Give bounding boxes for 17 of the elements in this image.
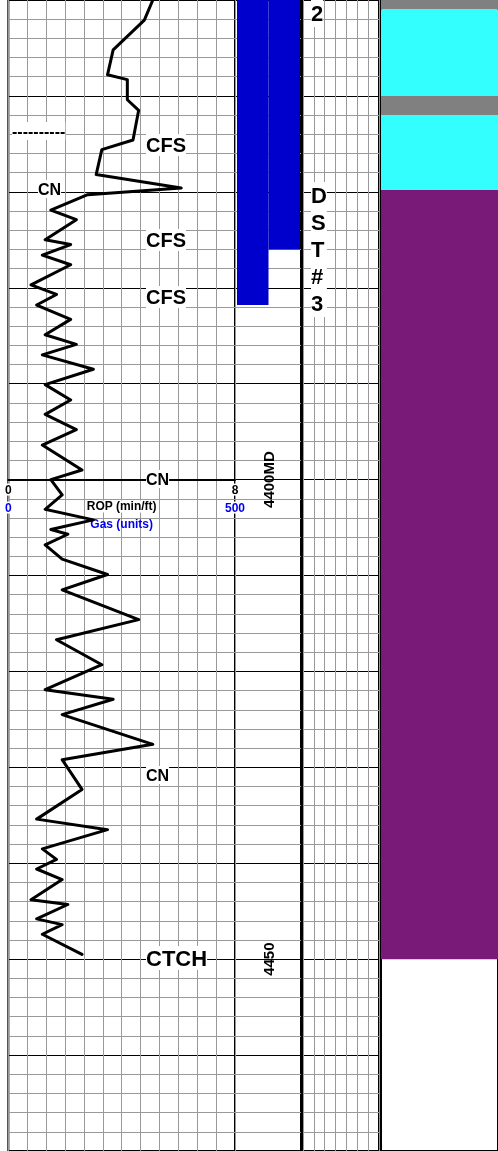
annotation: CN [38, 180, 62, 198]
annotation: DST#3 [311, 183, 327, 316]
annotation: CN [146, 470, 170, 488]
x2-tick-label: 0 [4, 500, 12, 515]
annotation: CTCH [146, 945, 208, 971]
x-axis-title: ROP (min/ft) [86, 499, 157, 514]
annotation: CFS [146, 229, 186, 251]
annotation: CFS [146, 286, 186, 308]
annotation: ---------- [12, 122, 66, 140]
y-tick-label: 4450 [260, 942, 277, 976]
annotation: CN [146, 766, 170, 784]
x-tick-label: 8 [231, 482, 239, 497]
y-tick-label: 4400MD [260, 451, 277, 508]
x2-axis-title: Gas (units) [90, 517, 154, 532]
x2-tick-label: 500 [224, 500, 246, 515]
annotation: 2 [311, 1, 324, 26]
annotation: CFS [146, 134, 186, 156]
